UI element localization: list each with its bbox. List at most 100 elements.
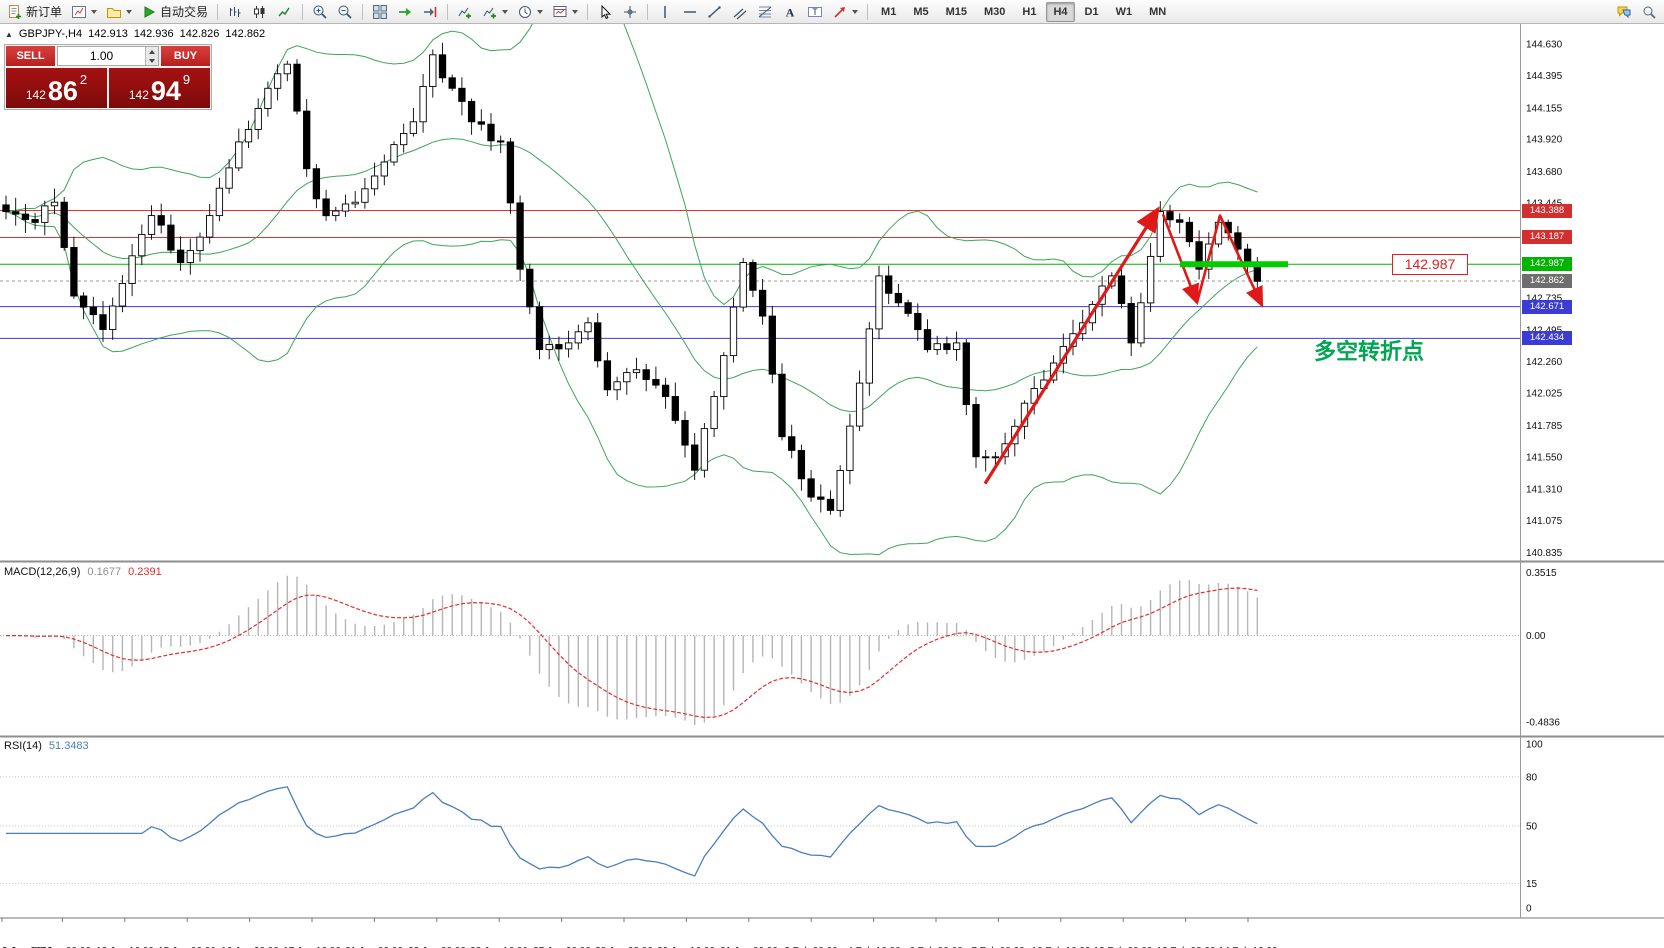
- timeframe-m5-button[interactable]: M5: [913, 5, 929, 18]
- timeframe-m15-button[interactable]: M15: [945, 5, 967, 18]
- chart-bars-icon: [227, 4, 243, 20]
- hline-icon: [682, 4, 698, 20]
- toolbar-separator: [362, 3, 364, 20]
- arrows-button[interactable]: [828, 2, 862, 22]
- svg-text:0.3515: 0.3515: [1526, 568, 1557, 579]
- price-callout-label[interactable]: 142.987: [1392, 254, 1468, 275]
- search-icon: [1641, 4, 1657, 20]
- price-tag-142.862: 142.862: [1522, 274, 1572, 288]
- channel-button[interactable]: [728, 2, 752, 22]
- vertical-line-button[interactable]: [653, 2, 677, 22]
- new-order-button-label: 新订单: [26, 5, 63, 19]
- time-axis-label: 16 Jan 08:00: [221, 946, 279, 948]
- bar-chart-button[interactable]: [223, 2, 247, 22]
- chart-ohlc-header: ▲ GBPJPY-,H4 142.913 142.936 142.826 142…: [5, 28, 265, 40]
- svg-text:143.920: 143.920: [1526, 135, 1563, 146]
- macd-indicator-label: MACD(12,26,9) 0.1677 0.2391: [4, 566, 162, 578]
- cursor-button[interactable]: [593, 2, 617, 22]
- horizontal-level-lines[interactable]: [0, 210, 1520, 339]
- toolbar-separator: [587, 3, 589, 20]
- indicators-button[interactable]: [453, 2, 477, 22]
- zoom-out-button[interactable]: [333, 2, 357, 22]
- timeframe-d1-button[interactable]: D1: [1084, 5, 1099, 18]
- chart-canvas[interactable]: 144.630 144.395 144.155 143.920 143.680 143.4…: [0, 24, 1664, 948]
- svg-text:144.630: 144.630: [1526, 40, 1563, 51]
- price-chart[interactable]: 144.630 144.395 144.155 143.920 143.680 143.4…: [0, 24, 1664, 948]
- new-chart-button[interactable]: [67, 2, 101, 22]
- time-axis-label: 27 Jan 00:00: [533, 946, 591, 948]
- crosshair-button[interactable]: [618, 2, 642, 22]
- sell-price-button[interactable]: 142 86 2: [6, 68, 107, 108]
- bar-high-value: 142.936: [133, 28, 174, 40]
- text-button[interactable]: A: [778, 2, 802, 22]
- timeframe-w1-button[interactable]: W1: [1115, 5, 1133, 18]
- svg-text:141.785: 141.785: [1526, 421, 1563, 432]
- candles-layer: [2, 42, 1261, 517]
- new-order-icon: [7, 4, 23, 20]
- indicators-icon: [457, 4, 473, 20]
- time-axis-label: 13 Jan 16:00: [96, 946, 154, 948]
- time-axis-label: 14 Feb 16:00: [1219, 946, 1278, 948]
- text-label-button[interactable]: T: [803, 2, 827, 22]
- svg-text:143.445: 143.445: [1526, 198, 1563, 209]
- svg-text:141.075: 141.075: [1526, 516, 1563, 527]
- search-button[interactable]: [1637, 2, 1661, 22]
- svg-text:141.310: 141.310: [1526, 485, 1563, 496]
- templates-button[interactable]: [548, 2, 582, 22]
- macd-signal-value: 0.2391: [128, 566, 162, 578]
- toolbar-separator: [217, 3, 219, 20]
- chart-annotations[interactable]: [983, 206, 1288, 485]
- autotrading-button[interactable]: 自动交易: [137, 2, 212, 22]
- price-axis[interactable]: 144.630 144.395 144.155 143.920 143.680 143.4…: [1526, 40, 1563, 915]
- svg-text:80: 80: [1526, 772, 1538, 783]
- time-axis-label: 31 Jan 00:00: [720, 946, 778, 948]
- new-order-button[interactable]: 新订单: [3, 2, 66, 22]
- svg-text:143.680: 143.680: [1526, 167, 1563, 178]
- timeframe-m30-button[interactable]: M30: [984, 5, 1006, 18]
- trend-arrow[interactable]: [1195, 214, 1264, 308]
- buy-price-button[interactable]: 142 94 9: [109, 68, 210, 108]
- buy-button[interactable]: BUY: [161, 46, 210, 66]
- bollinger-bands: [5, 24, 1258, 556]
- timeframe-m1-button[interactable]: M1: [881, 5, 897, 18]
- svg-text:142.025: 142.025: [1526, 389, 1563, 400]
- bar-low-value: 142.826: [179, 28, 220, 40]
- volume-decrease-button[interactable]: [146, 56, 158, 65]
- price-tag-142.987: 142.987: [1522, 257, 1572, 271]
- volume-field[interactable]: [57, 46, 159, 66]
- periods-button[interactable]: [513, 2, 547, 22]
- horizontal-line-button[interactable]: [678, 2, 702, 22]
- bar-close-value: 142.862: [225, 28, 266, 40]
- chart-shift-icon: [422, 4, 438, 20]
- trendline-icon: [707, 4, 723, 20]
- svg-text:141.550: 141.550: [1526, 452, 1563, 463]
- turning-point-annotation[interactable]: 多空转折点: [1314, 339, 1425, 364]
- fibonacci-button[interactable]: [753, 2, 777, 22]
- trend-arrow[interactable]: [1161, 213, 1199, 306]
- quote-panel-toggle-icon[interactable]: ▲: [5, 29, 13, 39]
- svg-text:50: 50: [1526, 822, 1538, 833]
- chart-shift-button[interactable]: [418, 2, 442, 22]
- volume-increase-button[interactable]: [146, 47, 158, 56]
- indicators-list-button[interactable]: [478, 2, 512, 22]
- autotrading-icon: [141, 4, 157, 20]
- zoom-in-button[interactable]: [308, 2, 332, 22]
- profiles-button[interactable]: [102, 2, 136, 22]
- trendline-button[interactable]: [703, 2, 727, 22]
- community-button[interactable]: [1612, 2, 1636, 22]
- price-tag-142.434: 142.434: [1522, 331, 1572, 345]
- sell-button[interactable]: SELL: [6, 46, 55, 66]
- timeframe-h4-button[interactable]: H4: [1046, 1, 1075, 22]
- time-axis[interactable]: 9 Jan 202010 Jan 08:00 13 Jan 16:00 15 Jan…: [0, 944, 1664, 948]
- timeframe-mn-button[interactable]: MN: [1149, 5, 1167, 18]
- candlestick-chart-button[interactable]: [248, 2, 272, 22]
- profiles-icon: [106, 4, 122, 20]
- volume-input[interactable]: [58, 47, 145, 65]
- svg-text:144.395: 144.395: [1526, 71, 1563, 82]
- auto-scroll-button[interactable]: [393, 2, 417, 22]
- timeframe-h1-button[interactable]: H1: [1022, 5, 1037, 18]
- line-chart-button[interactable]: [273, 2, 297, 22]
- trend-arrow[interactable]: [983, 206, 1160, 485]
- one-click-trading-panel: SELL BUY 142 86 2 142 94: [4, 44, 212, 110]
- tile-windows-button[interactable]: [368, 2, 392, 22]
